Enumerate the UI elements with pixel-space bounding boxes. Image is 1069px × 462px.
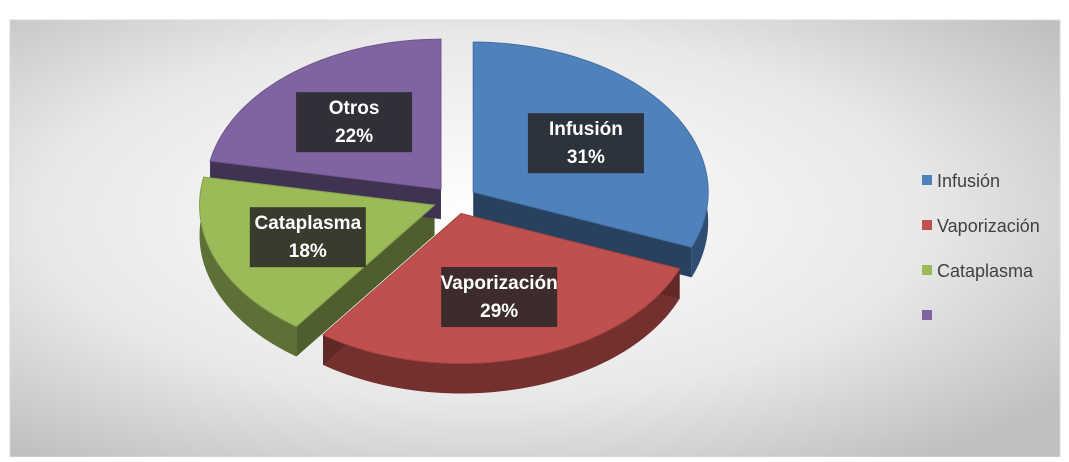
slice-side <box>199 177 297 357</box>
legend-swatch <box>922 220 932 230</box>
data-label-name: Otros <box>329 98 380 119</box>
data-label-name: Infusión <box>549 119 623 140</box>
data-label-value: 18% <box>289 241 327 262</box>
slice-side <box>323 268 680 394</box>
data-label-value: 31% <box>567 147 605 168</box>
data-label-box <box>296 92 413 153</box>
data-label-name: Cataplasma <box>254 213 361 234</box>
legend-swatch <box>922 310 932 320</box>
legend: Infusión Vaporización Cataplasma <box>922 171 1040 320</box>
data-label-value: 29% <box>480 301 518 322</box>
data-label-box <box>441 267 558 328</box>
legend-label: Vaporización <box>937 216 1040 236</box>
slice-wall <box>296 205 435 357</box>
slice-wall <box>473 192 692 278</box>
legend-label: Infusión <box>937 171 1000 191</box>
data-label-box <box>527 113 644 174</box>
legend-label: Cataplasma <box>937 261 1034 281</box>
data-labels: Infusión 31% Vaporización 29% Cataplasma 18% O… <box>249 92 644 328</box>
data-label-value: 22% <box>335 126 373 147</box>
legend-swatch <box>922 265 932 275</box>
data-label-box <box>249 207 366 268</box>
data-label-name: Vaporización <box>441 273 558 294</box>
legend-swatch <box>922 175 932 185</box>
